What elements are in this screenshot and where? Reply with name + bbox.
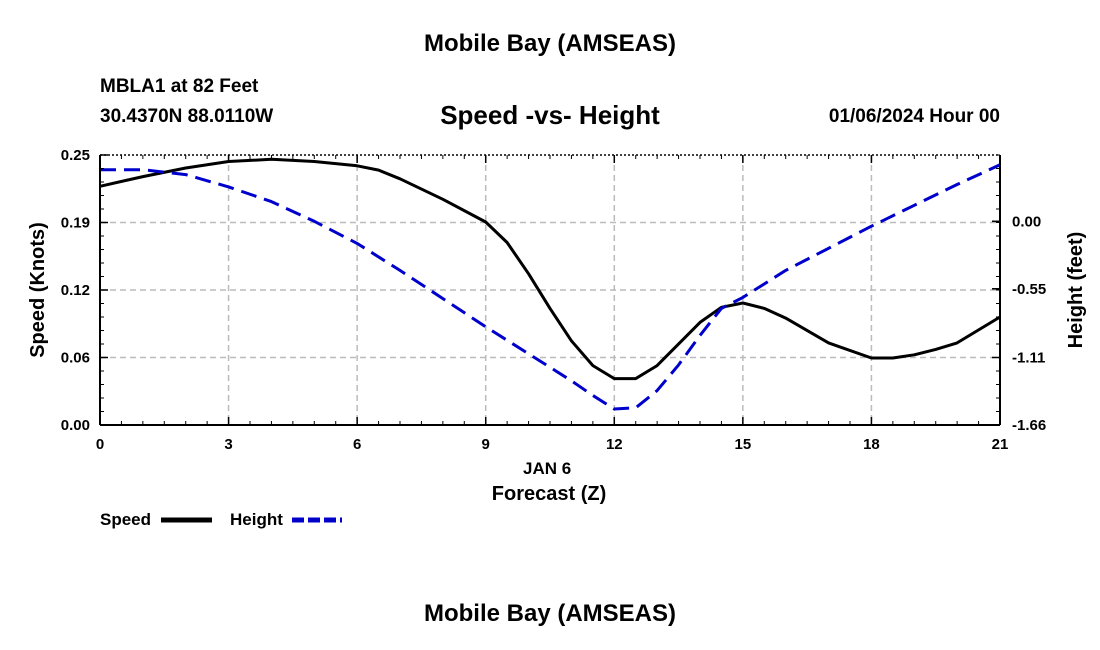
y2-tick-label: -1.66	[1012, 417, 1046, 434]
speed-series-line	[99, 157, 1001, 381]
y-tick-label: 0.19	[61, 215, 90, 232]
height-series-line	[100, 163, 1001, 411]
station-label: MBLA1 at 82 Feet	[100, 76, 259, 97]
x-tick-label: 3	[224, 436, 232, 453]
x-tick-label: 15	[735, 436, 752, 453]
x-axis-date-label: JAN 6	[523, 459, 571, 478]
page-title: Mobile Bay (AMSEAS)	[423, 30, 677, 57]
footer-title: Mobile Bay (AMSEAS)	[423, 600, 677, 627]
y2-axis-label: Height (feet)	[1065, 232, 1087, 349]
y-tick-label: 0.25	[61, 147, 90, 164]
x-axis-label: Forecast (Z)	[492, 483, 606, 505]
x-tick-label: 21	[992, 436, 1009, 453]
y2-tick-label: -0.55	[1012, 281, 1046, 298]
y-tick-label: 0.06	[61, 350, 90, 367]
x-tick-label: 0	[96, 436, 104, 453]
y2-tick-label: -1.11	[1012, 350, 1045, 367]
y-axis-label: Speed (Knots)	[27, 222, 49, 358]
x-tick-label: 6	[353, 436, 361, 453]
chart-title: Speed -vs- Height	[440, 100, 660, 130]
station-coordinates: 30.4370N 88.0110W	[100, 106, 274, 127]
legend-height-label: Height	[230, 510, 283, 529]
y-tick-label: 0.12	[61, 282, 90, 299]
x-tick-label: 9	[482, 436, 490, 453]
y2-tick-label: 0.00	[1012, 213, 1041, 230]
x-tick-label: 18	[863, 436, 880, 453]
forecast-datetime: 01/06/2024 Hour 00	[828, 106, 1000, 127]
x-tick-label: 12	[606, 436, 623, 453]
y-tick-label: 0.00	[61, 417, 90, 434]
legend-speed-label: Speed	[100, 510, 151, 529]
